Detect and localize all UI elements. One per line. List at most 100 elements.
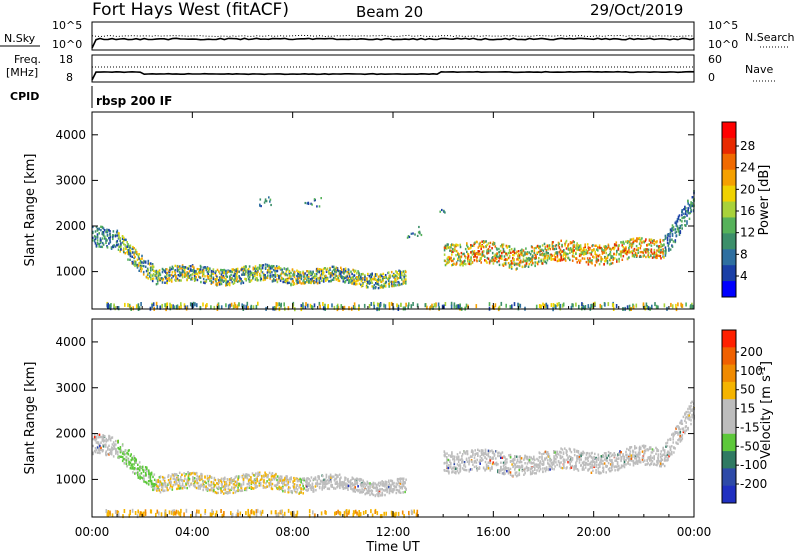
echo-cell	[171, 488, 174, 491]
echo-cell	[149, 472, 152, 475]
echo-cell	[385, 276, 387, 279]
echo-cell	[265, 473, 267, 476]
echo-cell	[516, 474, 519, 477]
echo-cell	[501, 263, 504, 266]
echo-cell	[287, 478, 290, 482]
near-range-echo	[138, 306, 141, 311]
sparse-echo	[260, 205, 262, 208]
echo-cell	[156, 487, 158, 490]
echo-cell	[291, 277, 294, 281]
echo-cell	[101, 233, 104, 236]
echo-cell	[669, 248, 672, 251]
echo-cell	[488, 262, 491, 265]
echo-cell	[341, 481, 344, 484]
echo-cell	[388, 284, 390, 287]
echo-cell	[172, 477, 175, 480]
echo-cell	[299, 491, 301, 494]
echo-cell	[293, 483, 296, 486]
echo-cell	[531, 466, 533, 470]
echo-cell	[242, 477, 245, 481]
echo-cell	[544, 247, 547, 250]
echo-cell	[173, 475, 176, 478]
echo-cell	[225, 491, 228, 494]
echo-cell	[271, 478, 274, 481]
near-range-echo	[311, 305, 313, 309]
echo-cell	[123, 243, 125, 246]
echo-cell	[459, 465, 462, 468]
echo-cell	[111, 443, 114, 446]
echo-cell	[632, 242, 635, 245]
echo-cell	[99, 435, 101, 439]
echo-cell	[547, 252, 549, 255]
echo-cell	[533, 455, 535, 458]
echo-cell	[613, 252, 615, 256]
echo-cell	[462, 261, 464, 264]
echo-cell	[199, 487, 201, 490]
echo-cell	[628, 251, 631, 254]
echo-cell	[465, 457, 468, 460]
echo-cell	[517, 250, 520, 253]
echo-cell	[347, 484, 350, 488]
near-range-echo	[166, 302, 169, 307]
echo-cell	[576, 247, 578, 250]
echo-cell	[226, 283, 228, 287]
echo-cell	[274, 267, 277, 270]
echo-cell	[397, 481, 400, 484]
echo-cell	[681, 213, 683, 217]
echo-cell	[136, 265, 139, 268]
near-range-echo	[246, 301, 249, 306]
echo-cell	[581, 257, 584, 260]
echo-cell	[143, 477, 145, 480]
echo-cell	[156, 278, 159, 282]
echo-cell	[235, 489, 238, 493]
echo-cell	[93, 433, 96, 436]
echo-cell	[213, 476, 216, 480]
echo-cell	[561, 250, 563, 253]
echo-cell	[340, 270, 342, 273]
echo-cell	[201, 478, 203, 481]
echo-cell	[484, 450, 487, 453]
echo-cell	[541, 462, 543, 466]
echo-cell	[326, 267, 329, 270]
echo-cell	[340, 276, 343, 280]
echo-cell	[109, 233, 111, 236]
echo-cell	[268, 481, 270, 485]
echo-cell	[470, 256, 472, 259]
echo-cell	[381, 493, 384, 496]
echo-cell	[457, 458, 460, 461]
near-range-echo	[644, 306, 647, 311]
echo-cell	[114, 245, 117, 248]
echo-cell	[396, 277, 398, 281]
echo-cell	[467, 253, 470, 256]
echo-cell	[497, 470, 499, 474]
echo-cell	[139, 465, 141, 469]
echo-cell	[524, 462, 526, 465]
echo-cell	[580, 251, 583, 254]
echo-cell	[259, 484, 262, 487]
near-range-echo	[184, 305, 187, 310]
echo-cell	[451, 253, 453, 256]
echo-cell	[479, 455, 481, 458]
echo-cell	[234, 273, 236, 276]
echo-cell	[94, 439, 97, 442]
echo-cell	[459, 463, 461, 466]
echo-cell	[229, 276, 231, 279]
echo-cell	[267, 269, 269, 272]
echo-cell	[140, 270, 142, 273]
near-range-echo	[677, 302, 679, 307]
echo-cell	[479, 462, 481, 465]
echo-cell	[257, 472, 259, 476]
echo-cell	[316, 479, 319, 482]
echo-cell	[393, 484, 395, 488]
echo-cell	[665, 251, 667, 255]
echo-cell	[583, 248, 586, 251]
echo-cell	[650, 244, 653, 247]
near-range-echo	[493, 305, 495, 310]
echo-cell	[146, 481, 148, 485]
echo-cell	[392, 490, 394, 494]
echo-cell	[350, 281, 352, 284]
echo-cell	[402, 477, 405, 480]
echo-cell	[549, 464, 551, 468]
echo-cell	[371, 277, 373, 281]
near-range-echo	[396, 303, 398, 308]
